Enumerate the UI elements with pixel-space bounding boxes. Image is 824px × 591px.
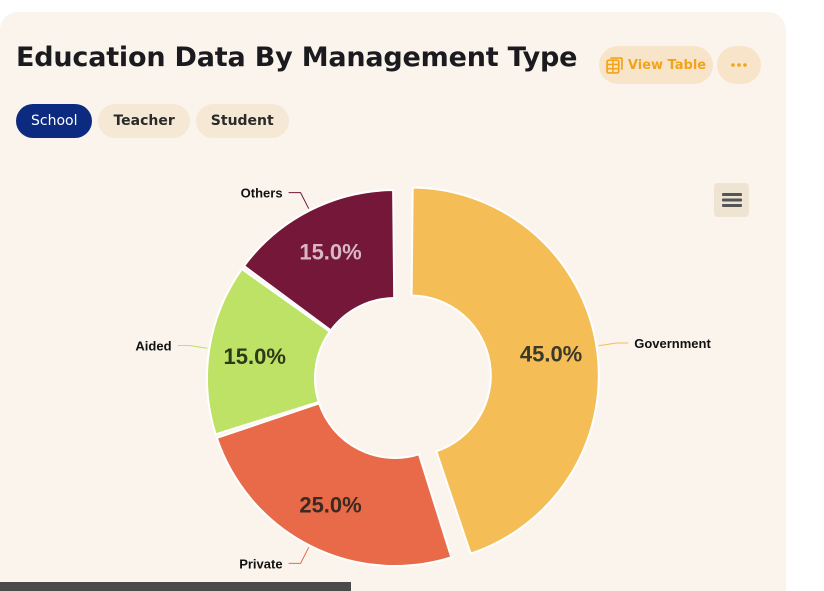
tab-student[interactable]: Student <box>195 104 289 138</box>
data-label-others: 15.0% <box>299 239 361 264</box>
category-label-others: Others <box>241 186 283 201</box>
category-label-government: Government <box>634 336 711 351</box>
leader-line-private <box>288 547 310 564</box>
data-label-government: 45.0% <box>520 341 582 366</box>
management-type-tabs: School Teacher Student <box>16 104 289 138</box>
table-icon <box>606 56 623 74</box>
chart-menu-button[interactable] <box>714 183 749 217</box>
page-title: Education Data By Management Type <box>16 42 578 73</box>
category-label-aided: Aided <box>135 338 171 353</box>
data-label-aided: 15.0% <box>224 344 286 369</box>
slice-others[interactable] <box>243 189 396 332</box>
slice-aided[interactable] <box>206 268 331 436</box>
tab-school[interactable]: School <box>16 104 93 138</box>
view-table-label: View Table <box>627 57 707 73</box>
hamburger-icon <box>721 193 742 207</box>
more-options-button[interactable] <box>717 46 761 84</box>
tab-teacher[interactable]: Teacher <box>98 104 190 138</box>
leader-line-aided <box>177 344 208 349</box>
slice-government[interactable] <box>410 186 600 555</box>
leader-line-others <box>288 192 310 209</box>
leader-line-government <box>598 342 629 347</box>
view-table-button[interactable]: View Table <box>599 46 713 84</box>
bottom-scrollbar[interactable] <box>0 582 351 591</box>
more-dots-icon <box>731 63 747 67</box>
data-label-private: 25.0% <box>299 493 361 518</box>
slice-private[interactable] <box>215 402 453 567</box>
category-label-private: Private <box>239 556 282 571</box>
